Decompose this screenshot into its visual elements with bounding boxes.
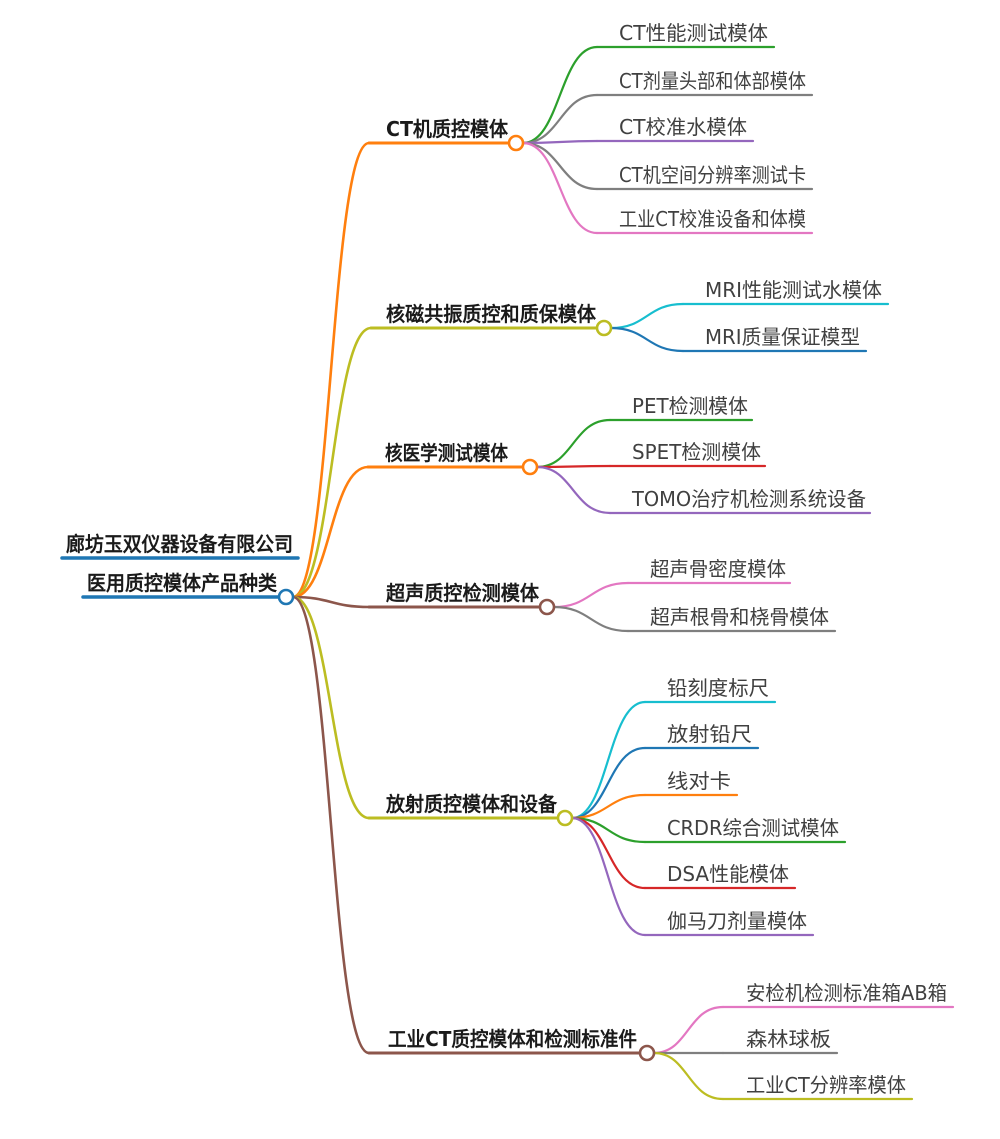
branch-ultrasound-group: 超声质控检测模体 超声骨密度模体 超声根骨和桡骨模体 [367, 557, 837, 633]
leaf-label: CT机空间分辨率测试卡 [619, 163, 806, 187]
leaf-label: MRI质量保证模型 [705, 325, 860, 349]
leaf-label: 线对卡 [667, 769, 731, 793]
leaf-label: 超声根骨和桡骨模体 [650, 605, 829, 629]
leaf-label: CT校准水模体 [619, 115, 747, 139]
leaf-label: 安检机检测标准箱AB箱 [746, 981, 947, 1005]
leaf-label: 超声骨密度模体 [650, 557, 786, 581]
link-ct-child [521, 141, 599, 191]
branch-ct-collapse-circle[interactable] [507, 134, 525, 152]
link-ct-child [521, 139, 599, 145]
link-radiation-child [570, 793, 647, 820]
link-radiation-child [570, 700, 647, 820]
branch-mri-collapse-circle[interactable] [595, 319, 613, 337]
branch-ct-label: CT机质控模体 [386, 117, 509, 141]
leaf-label: 工业CT校准设备和体模 [619, 207, 806, 231]
link-ct-child [521, 141, 599, 235]
root-node: 廊坊玉双仪器设备有限公司 医用质控模体产品种类 [60, 532, 300, 606]
link-industrial-child [652, 1051, 725, 1101]
root-label-line1: 廊坊玉双仪器设备有限公司 [66, 532, 293, 556]
leaf-label: PET检测模体 [632, 394, 748, 418]
branch-industrial-group: 工业CT质控模体和检测标准件 安检机检测标准箱AB箱 森林球板 工业CT分辨率模… [367, 981, 955, 1101]
link-root-mri [291, 326, 373, 599]
branch-ultrasound-collapse-circle[interactable] [538, 598, 556, 616]
leaf-label: MRI性能测试水模体 [705, 278, 882, 302]
link-root-industrial [291, 595, 371, 1055]
link-root-ct [291, 141, 371, 599]
link-radiation-child [570, 816, 647, 844]
root-label-line2: 医用质控模体产品种类 [87, 571, 277, 595]
link-root-radiation [291, 595, 371, 820]
link-ct-child [521, 45, 599, 145]
branch-ultrasound-label: 超声质控检测模体 [385, 581, 540, 605]
leaf-label: TOMO治疗机检测系统设备 [631, 487, 866, 511]
link-ct-child [521, 93, 599, 145]
link-nuclear-child [535, 464, 612, 469]
branch-nuclear-collapse-circle[interactable] [521, 458, 539, 476]
link-nuclear-child [535, 465, 612, 515]
leaf-label: 伽马刀剂量模体 [667, 909, 807, 933]
leaf-label: SPET检测模体 [632, 440, 761, 464]
branch-radiation-collapse-circle[interactable] [556, 809, 574, 827]
link-mri-child [609, 302, 685, 330]
leaf-label: 森林球板 [746, 1027, 831, 1051]
root-links [291, 141, 373, 1055]
leaf-label: CT性能测试模体 [619, 21, 768, 45]
link-ultrasound-child [552, 581, 630, 609]
root-collapse-circle[interactable] [277, 588, 295, 606]
branch-mri-group: 核磁共振质控和质保模体 MRI性能测试水模体 MRI质量保证模型 [369, 278, 890, 353]
leaf-label: 放射铅尺 [667, 722, 752, 746]
branch-ct-group: CT机质控模体 CT性能测试模体 CT剂量头部和体部模体 CT校准水模体 CT机… [367, 21, 814, 235]
branch-nuclear-label: 核医学测试模体 [385, 441, 509, 465]
branch-radiation-label: 放射质控模体和设备 [385, 792, 558, 816]
leaf-label: 工业CT分辨率模体 [746, 1073, 906, 1097]
link-mri-child [609, 326, 685, 353]
leaf-label: 铅刻度标尺 [667, 676, 769, 700]
leaf-label: DSA性能模体 [667, 862, 789, 886]
branch-mri-label: 核磁共振质控和质保模体 [386, 302, 597, 326]
link-root-ultrasound [291, 595, 371, 609]
link-radiation-child [570, 746, 647, 820]
link-ultrasound-child [552, 605, 630, 633]
branch-nuclear-group: 核医学测试模体 PET检测模体 SPET检测模体 TOMO治疗机检测系统设备 [366, 394, 872, 515]
link-nuclear-child [535, 418, 612, 469]
link-industrial-child [652, 1005, 725, 1055]
branch-radiation-group: 放射质控模体和设备 铅刻度标尺 放射铅尺 线对卡 CRDR综合测试模体 DSA性… [367, 676, 847, 937]
leaf-label: CT剂量头部和体部模体 [619, 69, 806, 93]
branch-industrial-collapse-circle[interactable] [638, 1044, 656, 1062]
branch-industrial-label: 工业CT质控模体和检测标准件 [388, 1027, 637, 1051]
leaf-label: CRDR综合测试模体 [667, 816, 839, 840]
link-root-nuclear [291, 465, 370, 599]
link-radiation-child [570, 816, 647, 937]
